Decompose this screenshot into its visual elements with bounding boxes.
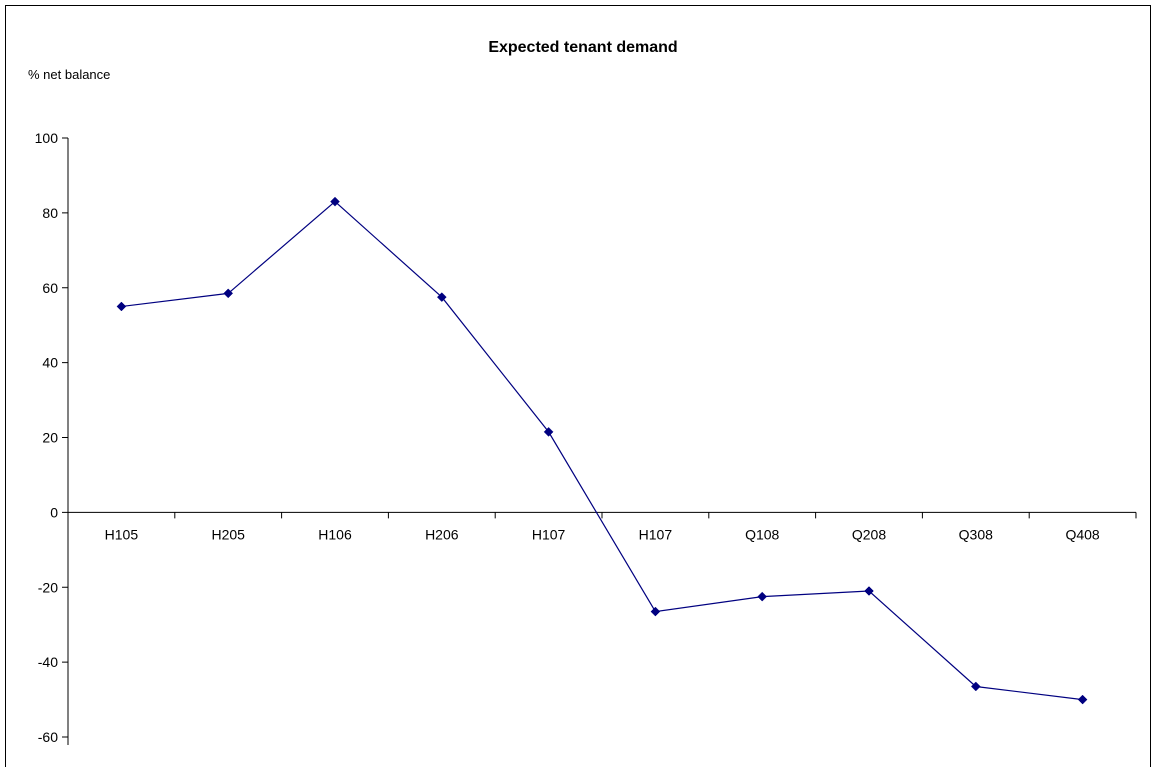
chart-frame: Expected tenant demand % net balance -60… <box>5 5 1151 767</box>
x-tick-label: Q208 <box>852 526 886 542</box>
y-tick-label: -20 <box>38 579 58 595</box>
x-tick-label: H107 <box>639 526 673 542</box>
data-point-marker <box>970 681 981 692</box>
x-tick-label: Q108 <box>745 526 779 542</box>
y-tick-label: -60 <box>38 729 58 745</box>
y-tick-label: 100 <box>35 130 59 146</box>
data-point-marker <box>757 591 768 602</box>
x-tick-label: H105 <box>105 526 139 542</box>
y-tick-label: 0 <box>50 504 58 520</box>
data-point-marker <box>1077 694 1088 705</box>
x-tick-label: H106 <box>318 526 352 542</box>
line-chart: Expected tenant demand % net balance -60… <box>28 39 1137 745</box>
data-point-marker <box>116 301 127 312</box>
x-tick-label: H107 <box>532 526 566 542</box>
y-tick-label: 80 <box>42 205 58 221</box>
y-tick-label: 20 <box>42 430 58 446</box>
y-tick-label: 60 <box>42 280 58 296</box>
data-point-marker <box>650 606 661 617</box>
chart-title: Expected tenant demand <box>488 39 677 56</box>
tick-labels: -60 -40 -20 0 20 40 60 80 100 H105 H205 H106 H206 H10… <box>35 130 1100 745</box>
y-tick-label: 40 <box>42 355 58 371</box>
y-axis-label: % net balance <box>28 67 110 82</box>
x-tick-label: H205 <box>211 526 245 542</box>
x-tick-label: Q308 <box>959 526 993 542</box>
data-point-marker <box>223 288 234 299</box>
data-point-marker <box>436 292 447 302</box>
data-point-marker <box>543 427 554 437</box>
axes <box>62 137 1137 745</box>
x-tick-label: Q408 <box>1065 526 1099 542</box>
series-line <box>121 200 1083 701</box>
series-layer <box>116 196 1088 705</box>
y-tick-label: -40 <box>38 654 58 670</box>
data-point-marker <box>330 196 340 207</box>
x-tick-label: H206 <box>425 526 459 542</box>
data-point-marker <box>864 586 874 596</box>
